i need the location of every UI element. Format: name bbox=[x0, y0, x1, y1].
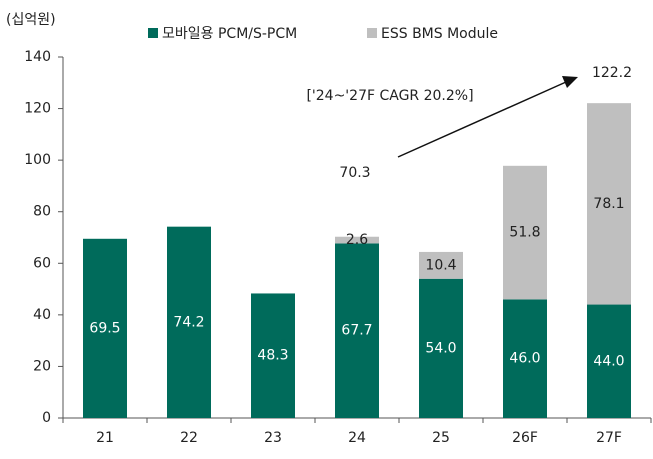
legend-label: 모바일용 PCM/S-PCM bbox=[162, 26, 297, 42]
data-label: 67.7 bbox=[341, 323, 372, 339]
data-label: 46.0 bbox=[509, 351, 540, 367]
legend-swatch bbox=[148, 28, 158, 38]
y-tick-label: 80 bbox=[33, 204, 51, 220]
y-tick-label: 40 bbox=[33, 307, 51, 323]
annotation: 122.2 bbox=[592, 65, 632, 81]
y-tick-label: 60 bbox=[33, 255, 51, 271]
annotation: 70.3 bbox=[339, 165, 370, 181]
unit-label: (십억원) bbox=[6, 12, 56, 28]
bar-segment bbox=[503, 165, 547, 300]
data-label: 69.5 bbox=[89, 320, 120, 336]
bar-segment bbox=[335, 236, 379, 244]
bar-segment bbox=[251, 293, 295, 418]
data-label: 48.3 bbox=[257, 348, 288, 364]
legend-label: ESS BMS Module bbox=[381, 26, 498, 42]
x-tick-label: 26F bbox=[512, 430, 538, 446]
legend-swatch bbox=[367, 28, 377, 38]
bar-segment bbox=[335, 243, 379, 418]
bar-segment bbox=[419, 278, 463, 418]
data-label: 10.4 bbox=[425, 257, 456, 273]
bar-segment bbox=[587, 103, 631, 305]
x-tick-label: 25 bbox=[432, 430, 450, 446]
arrow-line bbox=[397, 81, 567, 158]
x-tick-label: 27F bbox=[596, 430, 622, 446]
data-label: 2.6 bbox=[346, 232, 368, 248]
data-label: 51.8 bbox=[509, 225, 540, 241]
y-tick-label: 20 bbox=[33, 358, 51, 374]
x-tick-label: 23 bbox=[264, 430, 282, 446]
data-label: 54.0 bbox=[425, 340, 456, 356]
bar-segment bbox=[587, 304, 631, 418]
y-tick-label: 120 bbox=[24, 101, 51, 117]
arrow-head bbox=[562, 76, 578, 88]
data-label: 44.0 bbox=[593, 353, 624, 369]
x-tick-label: 24 bbox=[348, 430, 366, 446]
x-tick-label: 22 bbox=[180, 430, 198, 446]
bar-segment bbox=[419, 251, 463, 279]
y-tick-label: 140 bbox=[24, 49, 51, 65]
y-tick-label: 100 bbox=[24, 152, 51, 168]
y-tick-label: 0 bbox=[42, 410, 51, 426]
data-label: 74.2 bbox=[173, 314, 204, 330]
bar-segment bbox=[503, 299, 547, 418]
bar-segment bbox=[167, 226, 211, 418]
bar-segment bbox=[83, 238, 127, 418]
annotation: ['24~'27F CAGR 20.2%] bbox=[306, 88, 473, 104]
x-tick-label: 21 bbox=[96, 430, 114, 446]
data-label: 78.1 bbox=[593, 196, 624, 212]
